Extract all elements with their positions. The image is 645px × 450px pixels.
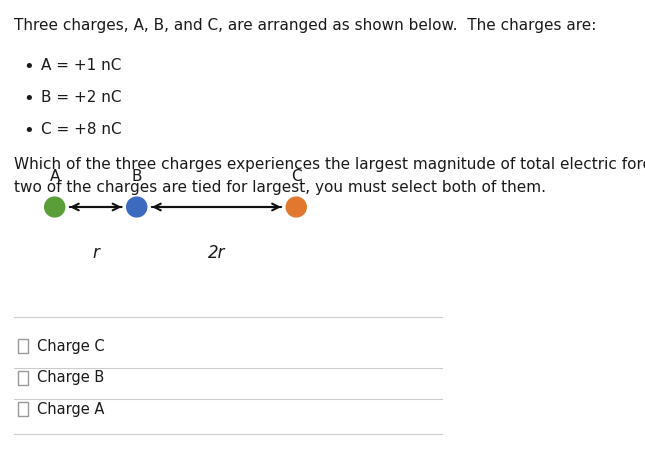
Text: C = +8 nC: C = +8 nC <box>41 122 122 136</box>
Text: Charge B: Charge B <box>37 370 104 385</box>
Text: B: B <box>132 169 142 184</box>
Text: •: • <box>23 122 34 140</box>
Circle shape <box>286 197 306 217</box>
Text: Which of the three charges experiences the largest magnitude of total electric f: Which of the three charges experiences t… <box>14 158 645 195</box>
Circle shape <box>126 197 147 217</box>
Bar <box>18 339 28 353</box>
Text: A = +1 nC: A = +1 nC <box>41 58 121 73</box>
Text: B = +2 nC: B = +2 nC <box>41 90 121 105</box>
Text: 2r: 2r <box>208 244 225 262</box>
Text: •: • <box>23 90 34 108</box>
Text: Charge C: Charge C <box>37 339 105 354</box>
Circle shape <box>45 197 64 217</box>
Text: A: A <box>50 169 60 184</box>
Text: •: • <box>23 58 34 76</box>
Text: C: C <box>291 169 302 184</box>
Text: Charge A: Charge A <box>37 402 104 417</box>
Text: r: r <box>92 244 99 262</box>
Bar <box>18 371 28 385</box>
Bar <box>18 402 28 416</box>
Text: Three charges, A, B, and C, are arranged as shown below.  The charges are:: Three charges, A, B, and C, are arranged… <box>14 18 596 33</box>
